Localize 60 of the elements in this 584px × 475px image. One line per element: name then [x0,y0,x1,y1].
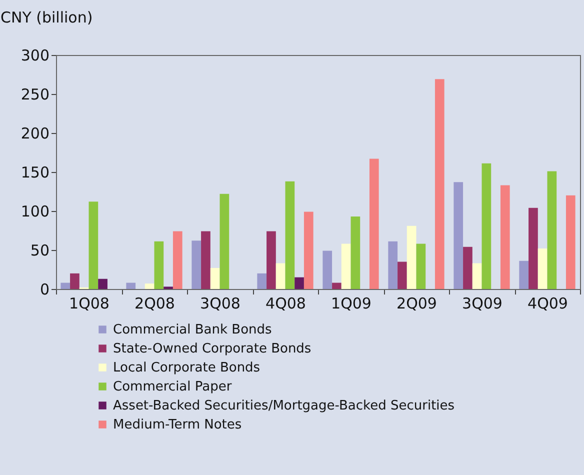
bar [482,163,492,289]
x-tick-label: 4Q08 [266,294,306,312]
bar [528,208,538,289]
bar [566,195,576,289]
y-tick-label: 300 [20,46,50,64]
bar [547,171,557,289]
bar [434,79,444,289]
legend-label: Commercial Paper [113,380,232,394]
bar [144,284,154,289]
bar [388,241,398,289]
x-tick-label: 3Q08 [200,294,240,312]
x-tick-label: 3Q09 [462,294,502,312]
bar [210,268,220,289]
bar [192,240,202,289]
y-axis-title: CNY (billion) [0,8,93,26]
x-tick-label: 1Q09 [331,294,372,312]
x-tick-label: 1Q08 [69,294,110,312]
bar [500,185,510,289]
bar [519,260,529,289]
y-tick-label: 0 [40,280,50,298]
bar [154,241,164,289]
x-tick-label: 4Q09 [528,294,568,312]
bar [285,181,295,289]
bar [538,248,548,289]
y-tick-label: 100 [20,202,50,220]
y-tick-label: 150 [20,164,50,182]
bar [332,282,342,289]
legend-label: State-Owned Corporate Bonds [113,342,312,356]
x-tick-label: 2Q08 [134,294,175,312]
y-tick-label: 200 [20,124,50,142]
bar [472,263,482,289]
bar [369,158,379,289]
bar [220,194,230,289]
bar [304,212,314,289]
bar [463,246,472,289]
bar [201,231,210,289]
y-tick-label: 250 [20,86,50,104]
bar [454,182,464,289]
bar [322,250,332,289]
bar [98,278,108,289]
bar [341,244,351,289]
bar [70,273,80,289]
y-tick-label: 50 [30,242,50,260]
bar [406,226,416,289]
legend-label: Medium-Term Notes [113,418,242,432]
bar [126,282,136,289]
legend-label: Asset-Backed Securities/Mortgage-Backed Securities [113,398,455,414]
bar [294,277,304,289]
legend-label: Local Corporate Bonds [113,360,260,376]
bar [416,244,426,289]
bar [276,263,286,289]
bar [88,202,98,289]
bar [398,262,407,289]
bar [172,231,182,289]
legend-label: Commercial Bank Bonds [113,322,272,338]
bar [60,282,70,289]
bar [266,231,276,289]
bar [257,273,267,289]
bar [350,216,360,289]
x-tick-label: 2Q09 [396,294,437,312]
